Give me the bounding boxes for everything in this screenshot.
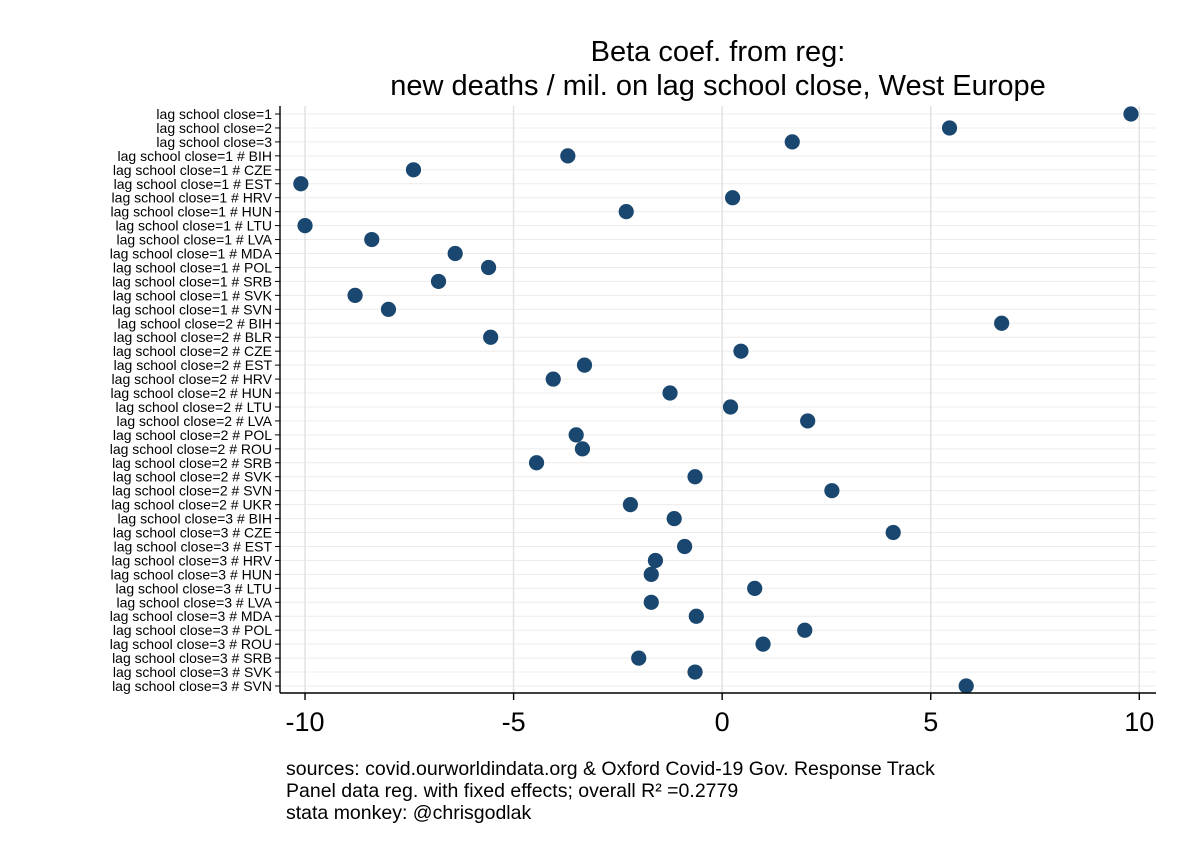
data-point	[576, 357, 593, 373]
y-tick-label: lag school close=3 # LVA	[116, 594, 272, 610]
y-tick-label: lag school close=3 # HUN	[111, 566, 272, 582]
data-point	[662, 385, 678, 401]
y-tick-label: lag school close=2 # UKR	[111, 497, 272, 513]
data-point	[885, 524, 901, 541]
y-tick-label: lag school close=2 # EST	[114, 357, 273, 373]
y-tick-label: lag school close=2 # SVK	[113, 469, 273, 485]
y-tick-label: lag school close=1 # HUN	[111, 204, 272, 220]
y-tick-label: lag school close=2 # BLR	[114, 329, 272, 345]
y-tick-label: lag school close=2 # CZE	[113, 343, 272, 359]
y-tick-label: lag school close=2	[156, 120, 272, 136]
data-point	[994, 315, 1010, 331]
y-tick-label: lag school close=2 # POL	[113, 427, 272, 443]
x-tick-label: 0	[715, 707, 730, 737]
data-point	[687, 664, 703, 680]
source-note: sources: covid.ourworldindata.org & Oxfo…	[286, 758, 935, 780]
data-point	[622, 497, 639, 513]
x-tick-label: 5	[923, 707, 938, 737]
data-point	[647, 552, 664, 569]
data-point	[380, 301, 397, 317]
author-note: stata monkey: @chrisgodlak	[286, 802, 532, 824]
y-tick-label: lag school close=3 # POL	[113, 622, 272, 638]
data-point	[347, 287, 363, 303]
data-point	[800, 413, 816, 429]
data-point	[568, 427, 584, 443]
data-point	[447, 245, 463, 262]
y-tick-label: lag school close=3 # SVN	[112, 678, 272, 694]
y-tick-label: lag school close=1 # CZE	[113, 162, 272, 178]
data-point	[430, 273, 447, 290]
regression-note: Panel data reg. with fixed effects; over…	[286, 780, 739, 802]
y-tick-label: lag school close=1 # LVA	[116, 232, 272, 248]
data-point	[666, 510, 682, 527]
y-tick-label: lag school close=1 # HRV	[112, 190, 273, 206]
data-point	[1123, 106, 1139, 122]
data-point	[643, 566, 659, 582]
y-tick-label: lag school close=1 # SVK	[113, 287, 273, 303]
data-point	[733, 343, 749, 359]
data-points	[293, 106, 1139, 694]
y-tick-label: lag school close=2 # SVN	[112, 483, 272, 499]
data-point	[293, 176, 309, 192]
data-point	[941, 120, 958, 136]
y-tick-label: lag school close=1	[156, 106, 272, 122]
chart-subtitle: new deaths / mil. on lag school close, W…	[390, 70, 1046, 102]
data-point	[797, 622, 813, 638]
data-point	[784, 134, 800, 150]
y-tick-label: lag school close=1 # POL	[113, 259, 272, 275]
y-tick-label: lag school close=2 # BIH	[118, 315, 272, 331]
data-point	[574, 441, 591, 457]
y-tick-label: lag school close=3 # MDA	[110, 608, 273, 624]
y-tick-label: lag school close=3 # BIH	[118, 511, 272, 527]
data-point	[722, 399, 739, 415]
y-tick-label: lag school close=3	[156, 134, 272, 150]
data-point	[560, 148, 576, 164]
data-point	[631, 650, 647, 666]
y-tick-label: lag school close=2 # LTU	[115, 399, 272, 415]
data-point	[618, 204, 634, 220]
data-point	[528, 455, 545, 471]
data-point	[725, 190, 741, 206]
y-tick-label: lag school close=1 # BIH	[118, 148, 272, 164]
y-tick-label: lag school close=2 # HRV	[112, 371, 273, 387]
data-point	[483, 329, 499, 345]
y-tick-label: lag school close=1 # LTU	[115, 218, 272, 234]
y-tick-label: lag school close=2 # HUN	[111, 385, 272, 401]
data-point	[364, 231, 380, 248]
y-tick-label: lag school close=2 # SRB	[112, 455, 272, 471]
data-point	[677, 538, 693, 555]
data-point	[545, 371, 561, 387]
data-point	[958, 678, 974, 694]
data-point	[643, 594, 659, 610]
x-tick-label: -5	[502, 707, 526, 737]
y-tick-label: lag school close=3 # EST	[114, 538, 273, 554]
y-tick-label: lag school close=3 # SRB	[112, 650, 272, 666]
y-tick-label: lag school close=3 # ROU	[110, 636, 272, 652]
data-point	[755, 636, 771, 652]
y-tick-label: lag school close=2 # LVA	[116, 413, 272, 429]
y-tick-label: lag school close=3 # SVK	[113, 664, 273, 680]
grid-lines	[280, 106, 1156, 693]
data-point	[824, 483, 840, 499]
data-point	[480, 259, 497, 276]
y-tick-label: lag school close=1 # MDA	[110, 246, 273, 262]
y-tick-label: lag school close=1 # SVN	[112, 301, 272, 317]
y-tick-label: lag school close=3 # HRV	[112, 552, 273, 568]
x-axis-ticks: -10 -5 0 5 10	[286, 693, 1154, 737]
data-point	[405, 162, 422, 178]
data-point	[687, 469, 703, 485]
data-point	[747, 580, 763, 596]
y-tick-label: lag school close=1 # SRB	[112, 273, 272, 289]
y-tick-label: lag school close=3 # CZE	[113, 525, 272, 541]
x-tick-label: 10	[1124, 707, 1154, 737]
data-point	[688, 608, 704, 624]
y-tick-label: lag school close=3 # LTU	[115, 580, 272, 596]
x-tick-label: -10	[286, 707, 325, 737]
y-tick-label: lag school close=1 # EST	[114, 176, 273, 192]
data-point	[297, 218, 313, 234]
chart-title: Beta coef. from reg:	[590, 36, 846, 68]
y-tick-label: lag school close=2 # ROU	[110, 441, 272, 457]
